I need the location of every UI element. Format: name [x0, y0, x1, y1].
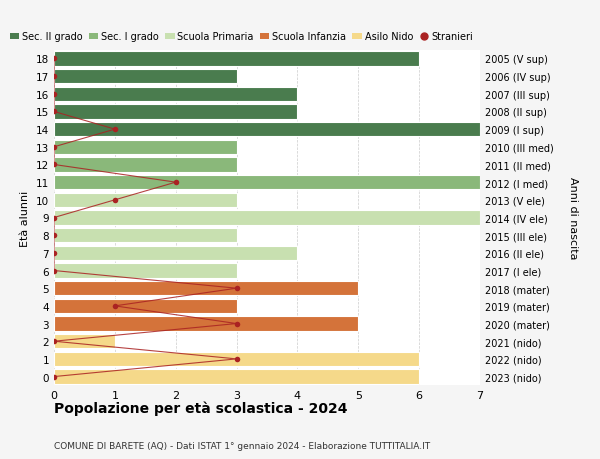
Bar	[54, 229, 236, 243]
Legend: Sec. II grado, Sec. I grado, Scuola Primaria, Scuola Infanzia, Asilo Nido, Stran: Sec. II grado, Sec. I grado, Scuola Prim…	[10, 32, 473, 42]
Bar	[54, 140, 236, 155]
Bar	[54, 369, 419, 384]
Bar	[54, 52, 419, 67]
Bar	[54, 246, 298, 261]
Bar	[54, 158, 236, 172]
Bar	[54, 193, 236, 207]
Bar	[54, 334, 115, 349]
Bar	[54, 70, 236, 84]
Bar	[54, 317, 358, 331]
Text: Popolazione per età scolastica - 2024: Popolazione per età scolastica - 2024	[54, 401, 347, 415]
Bar	[54, 211, 480, 225]
Bar	[54, 281, 358, 296]
Bar	[54, 352, 419, 366]
Bar	[54, 105, 298, 119]
Y-axis label: Età alunni: Età alunni	[20, 190, 31, 246]
Y-axis label: Anni di nascita: Anni di nascita	[568, 177, 577, 259]
Text: COMUNE DI BARETE (AQ) - Dati ISTAT 1° gennaio 2024 - Elaborazione TUTTITALIA.IT: COMUNE DI BARETE (AQ) - Dati ISTAT 1° ge…	[54, 441, 430, 450]
Bar	[54, 299, 236, 313]
Bar	[54, 264, 236, 278]
Bar	[54, 175, 480, 190]
Bar	[54, 123, 480, 137]
Bar	[54, 87, 298, 102]
